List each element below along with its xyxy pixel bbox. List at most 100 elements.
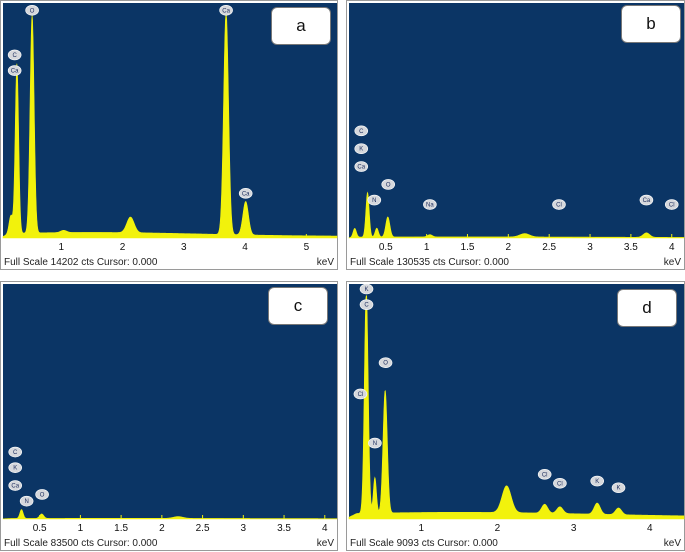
x-tick-label: 1 [419,523,425,534]
x-tick-label: 2 [506,242,512,253]
peak-label-badge [219,4,233,16]
x-tick-label: 1 [58,242,64,253]
x-tick-label: 2 [495,523,501,534]
x-tick-label: 1.5 [461,242,475,253]
x-tick-label: 2.5 [542,242,556,253]
x-tick-label: 2 [120,242,126,253]
peak-label-badge [7,65,22,76]
footer-text-d: Full Scale 9093 cts Cursor: 0.000 [350,538,498,549]
peak-label-text: K [595,479,599,485]
peak-label-badge [423,199,437,210]
panel-letter-d: d [617,289,677,327]
peak-label-badge [367,194,382,206]
x-tick-label: 0.5 [33,523,47,534]
x-tick-label: 5 [304,242,310,253]
x-tick-label: 4 [647,523,653,534]
x-tick-label: 3 [241,523,247,534]
peak-label-text: N [373,441,377,447]
peak-label-text: C [13,450,18,456]
peak-label-badge [25,4,39,16]
x-tick-label: 1 [424,242,430,253]
peak-label-text: C [359,129,364,135]
peak-label-badge [368,437,382,449]
x-tick-label: 3 [181,242,187,253]
peak-label-badge [537,469,552,480]
peak-label-text: Ca [11,484,19,490]
peak-label-badge [238,188,253,199]
peak-label-badge [552,199,566,210]
peak-label-text: Cl [556,203,562,209]
peak-label-text: O [30,8,35,14]
x-tick-label: 2 [159,523,165,534]
peak-label-text: Ca [643,198,651,204]
peak-label-badge [378,357,393,369]
spectrum-series [2,509,338,520]
unit-label-c: keV [316,538,334,549]
peak-label-badge [381,179,396,190]
x-tick-label: 0.5 [379,242,393,253]
peak-label-badge [359,283,374,295]
peak-label-text: O [386,182,391,188]
peak-label-text: Cl [557,481,563,487]
footer-text-c: Full Scale 83500 cts Cursor: 0.000 [4,538,158,549]
peak-label-badge [639,194,654,206]
peak-label-badge [8,446,23,458]
peak-label-badge [553,477,567,489]
spectrum-panel-a: 1 2 3 4 5 O C Ca Ca Ca a Full Scale 14202 cts Cur… [0,0,338,270]
panel-letter-a: a [271,7,331,45]
peak-label-badge [19,495,34,507]
peak-label-text: K [359,147,363,153]
peak-label-text: Ca [11,69,19,75]
peak-label-text: Ca [242,191,250,197]
peak-label-text: Na [426,203,434,209]
peak-label-badge [611,482,626,494]
peak-label-text: N [372,198,376,204]
peak-label-badge [353,388,368,400]
peak-label-badge [359,299,374,310]
peak-label-text: K [13,466,17,472]
spectrum-series [2,14,338,239]
peak-label-text: K [617,486,621,492]
peak-label-text: K [365,287,369,293]
peak-label-text: C [12,53,17,59]
panel-letter-b: b [621,5,681,43]
unit-label-b: keV [663,257,681,268]
unit-label-d: keV [663,538,681,549]
x-tick-label: 2.5 [196,523,210,534]
peak-label-text: Ca [357,165,365,171]
spectrum-series [348,295,685,520]
peak-label-text: N [24,499,28,505]
panel-letter-c: c [268,287,328,325]
peak-label-badge [35,489,49,500]
peak-label-badge [590,475,605,487]
x-tick-label: 3 [587,242,593,253]
x-tick-label: 1 [78,523,84,534]
peak-label-badge [8,480,23,491]
x-tick-label: 4 [669,242,675,253]
spectrum-panel-c: 0.5 1 1.5 2 2.5 3 3.5 4 C K Ca N O c Full Scale 8350… [0,281,338,551]
peak-label-text: O [40,492,45,498]
x-tick-label: 1.5 [114,523,128,534]
x-tick-label: 3.5 [624,242,638,253]
spectrum-panel-b: 0.5 1 1.5 2 2.5 3 3.5 4 C K Ca N O Na Cl Ca Cl b Full Sc… [346,0,685,270]
peak-label-badge [664,199,679,210]
peak-label-text: Ca [222,8,230,14]
peak-label-text: Cl [542,472,548,478]
peak-label-text: O [383,361,388,367]
peak-label-badge [8,462,23,473]
peak-label-badge [354,125,369,137]
unit-label-a: keV [316,257,334,268]
x-tick-label: 4 [322,523,328,534]
peak-label-text: Cl [669,203,675,209]
x-tick-label: 4 [242,242,248,253]
peak-label-badge [354,143,369,154]
peak-label-text: C [364,303,369,309]
peak-label-text: Cl [358,392,364,398]
x-tick-label: 3 [571,523,577,534]
spectrum-series [348,191,685,239]
footer-text-a: Full Scale 14202 cts Cursor: 0.000 [4,257,158,268]
x-tick-label: 3.5 [277,523,291,534]
spectrum-panel-d: 1 2 3 4 K C Cl O N Cl Cl K K d Full Scale 9093 cts C… [346,281,685,551]
peak-label-badge [7,49,22,61]
footer-text-b: Full Scale 130535 cts Cursor: 0.000 [350,257,509,268]
